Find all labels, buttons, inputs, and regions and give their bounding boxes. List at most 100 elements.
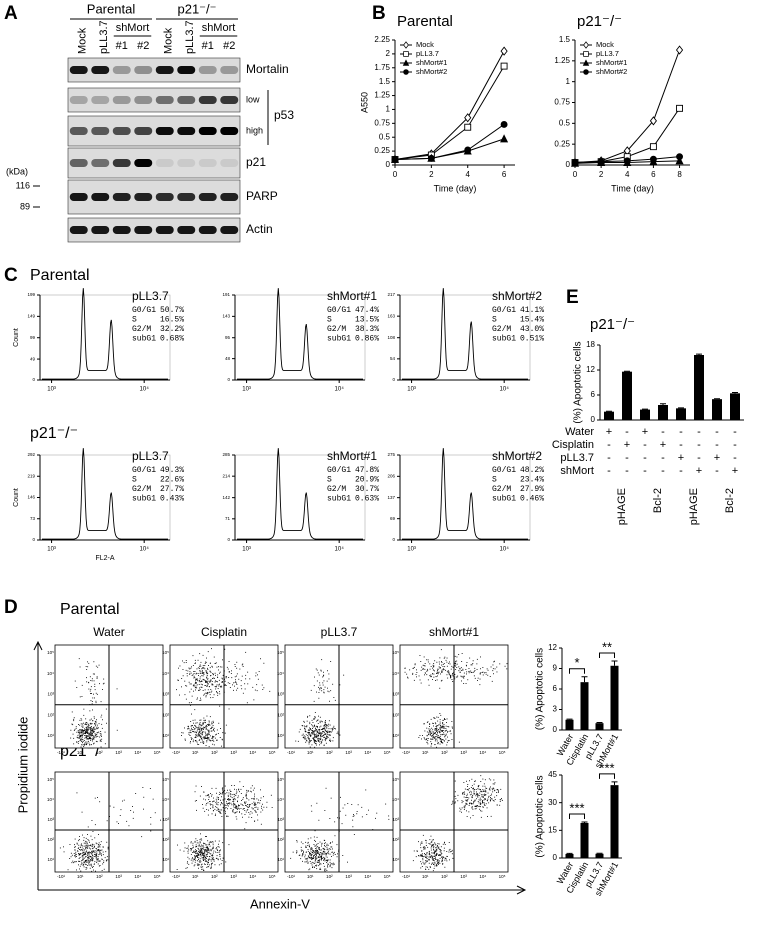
protein-label: p53 xyxy=(274,108,294,122)
event-dot xyxy=(236,668,237,669)
event-dot xyxy=(493,665,494,666)
event-dot xyxy=(409,669,410,670)
event-dot xyxy=(229,800,230,801)
event-dot xyxy=(94,686,95,687)
event-dot xyxy=(429,863,430,864)
event-dot xyxy=(484,783,485,784)
event-dot xyxy=(442,856,443,857)
event-dot xyxy=(318,847,319,848)
event-dot xyxy=(326,854,327,855)
event-dot xyxy=(247,804,248,805)
event-dot xyxy=(229,661,230,662)
x-tick-label: 8 xyxy=(677,170,682,179)
x-tick-label: 10⁵ xyxy=(384,750,391,755)
event-dot xyxy=(307,845,308,846)
event-dot xyxy=(83,840,84,841)
event-dot xyxy=(206,682,207,683)
event-dot xyxy=(487,807,488,808)
event-dot xyxy=(436,853,437,854)
treatment-sign: - xyxy=(643,439,647,451)
event-dot xyxy=(490,676,491,677)
event-dot xyxy=(440,744,441,745)
event-dot xyxy=(431,864,432,865)
event-dot xyxy=(322,740,323,741)
event-dot xyxy=(426,843,427,844)
event-dot xyxy=(197,736,198,737)
event-dot xyxy=(204,843,205,844)
y-tick-label: 3 xyxy=(553,705,558,714)
event-dot xyxy=(201,684,202,685)
y-tick-label: 10³ xyxy=(162,692,169,697)
event-dot xyxy=(489,796,490,797)
y-tick-label: 10⁵ xyxy=(277,650,284,655)
event-dot xyxy=(313,863,314,864)
event-dot xyxy=(331,728,332,729)
y-tick-label: 10¹ xyxy=(392,733,399,738)
blot-band xyxy=(156,226,174,234)
event-dot xyxy=(227,667,228,668)
stat-value: 47.4% xyxy=(355,306,379,315)
event-dot xyxy=(439,854,440,855)
event-dot xyxy=(207,672,208,673)
event-dot xyxy=(78,743,79,744)
event-dot xyxy=(312,862,313,863)
event-dot xyxy=(304,737,305,738)
event-dot xyxy=(324,852,325,853)
event-dot xyxy=(221,746,222,747)
event-dot xyxy=(106,860,107,861)
event-dot xyxy=(455,665,456,666)
event-dot xyxy=(226,725,227,726)
event-dot xyxy=(471,787,472,788)
event-dot xyxy=(302,725,303,726)
event-dot xyxy=(180,666,181,667)
event-dot xyxy=(427,742,428,743)
event-dot xyxy=(214,694,215,695)
event-dot xyxy=(301,851,302,852)
event-dot xyxy=(225,799,226,800)
event-dot xyxy=(305,846,306,847)
event-dot xyxy=(118,823,119,824)
event-dot xyxy=(435,844,436,845)
event-dot xyxy=(467,789,468,790)
event-dot xyxy=(218,859,219,860)
event-dot xyxy=(318,723,319,724)
event-dot xyxy=(217,684,218,685)
event-dot xyxy=(222,739,223,740)
event-dot xyxy=(300,729,301,730)
event-dot xyxy=(239,809,240,810)
event-dot xyxy=(425,869,426,870)
group-label: p21⁻/⁻ xyxy=(177,1,216,16)
event-dot xyxy=(317,852,318,853)
event-dot xyxy=(312,733,313,734)
event-dot xyxy=(95,798,96,799)
bar xyxy=(581,823,589,858)
event-dot xyxy=(75,852,76,853)
event-dot xyxy=(416,669,417,670)
event-dot xyxy=(81,860,82,861)
event-dot xyxy=(432,739,433,740)
event-dot xyxy=(310,728,311,729)
y-tick-label: 10⁵ xyxy=(162,650,169,655)
event-dot xyxy=(321,864,322,865)
event-dot xyxy=(239,791,240,792)
event-dot xyxy=(103,847,104,848)
event-dot xyxy=(421,841,422,842)
event-dot xyxy=(234,807,235,808)
event-dot xyxy=(203,722,204,723)
event-dot xyxy=(420,655,421,656)
treatment-label: pLL3.7 xyxy=(560,452,594,464)
event-dot xyxy=(305,738,306,739)
event-dot xyxy=(320,734,321,735)
event-dot xyxy=(76,728,77,729)
marker xyxy=(584,70,589,75)
event-dot xyxy=(320,869,321,870)
event-dot xyxy=(480,803,481,804)
event-dot xyxy=(150,824,151,825)
event-dot xyxy=(479,806,480,807)
event-dot xyxy=(463,782,464,783)
event-dot xyxy=(487,675,488,676)
event-dot xyxy=(207,724,208,725)
chart-title: pLL3.7 xyxy=(132,289,169,303)
event-dot xyxy=(88,682,89,683)
treatment-sign: - xyxy=(733,426,737,438)
